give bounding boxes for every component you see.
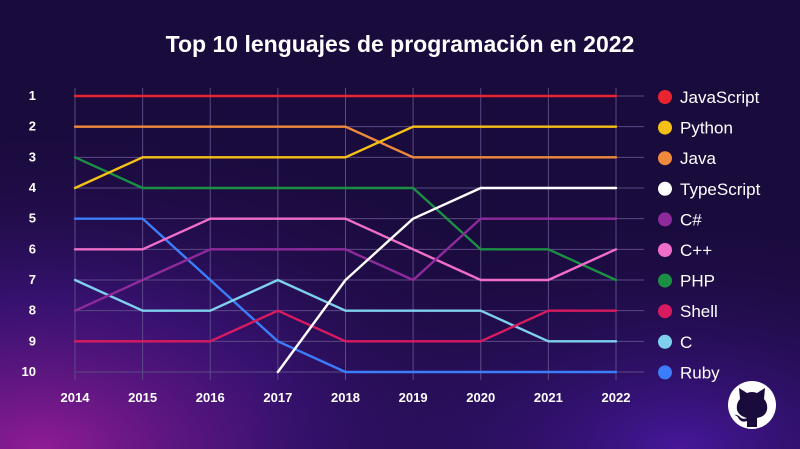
y-tick-label: 8 [29,303,36,318]
x-axis-ticks: 2014 2015 2016 2017 2018 2019 2020 2021 2022 [61,390,631,405]
x-tick-label: 2014 [61,390,91,405]
x-tick-label: 2017 [263,390,292,405]
legend-swatch-c [658,334,672,349]
series-lines [73,94,618,374]
legend-swatch-php [658,273,672,288]
legend-swatch-python [658,120,672,135]
y-tick-label: 4 [29,180,37,195]
legend-swatch-typescript [658,181,672,196]
x-tick-label: 2019 [399,390,428,405]
series-line-typescript [276,186,618,374]
y-tick-label: 10 [22,364,36,379]
legend-label-java: Java [680,149,716,168]
legend-swatch-csharp [658,212,672,227]
legend: JavaScript Python Java TypeScript C# C++ PHP Sh… [658,88,761,382]
x-tick-label: 2020 [466,390,495,405]
legend-label-javascript: JavaScript [680,88,760,107]
legend-label-c: C [680,333,692,352]
x-tick-label: 2022 [602,390,631,405]
chart-title: Top 10 lenguajes de programación en 2022 [166,31,635,57]
y-tick-label: 2 [29,119,36,134]
series-line-php [73,156,618,282]
y-axis-ticks: 1 2 3 4 5 6 7 8 9 10 [22,88,37,379]
legend-label-typescript: TypeScript [680,180,761,199]
legend-swatch-shell [658,304,672,319]
legend-swatch-ruby [658,365,672,380]
legend-label-php: PHP [680,272,715,291]
x-tick-label: 2016 [196,390,225,405]
y-tick-label: 5 [29,211,36,226]
series-line-python [73,125,618,190]
series-line-shell [73,309,618,343]
y-tick-label: 9 [29,333,36,348]
y-tick-label: 3 [29,149,36,164]
legend-label-cplusplus: C++ [680,241,712,260]
y-tick-label: 7 [29,272,36,287]
legend-swatch-cplusplus [658,243,672,257]
legend-label-ruby: Ruby [680,363,720,382]
legend-label-shell: Shell [680,302,718,321]
x-tick-label: 2021 [534,390,563,405]
series-line-cplusplus [73,217,618,282]
x-tick-label: 2018 [331,390,360,405]
y-tick-label: 1 [29,88,36,103]
github-octocat-icon [728,381,776,429]
x-tick-label: 2015 [128,390,157,405]
series-line-csharp [73,217,618,312]
legend-swatch-javascript [658,90,672,104]
series-line-java [73,125,618,159]
legend-label-python: Python [680,119,733,138]
legend-swatch-java [658,151,672,166]
series-line-c [73,278,618,343]
legend-label-csharp: C# [680,210,702,229]
y-tick-label: 6 [29,241,36,256]
